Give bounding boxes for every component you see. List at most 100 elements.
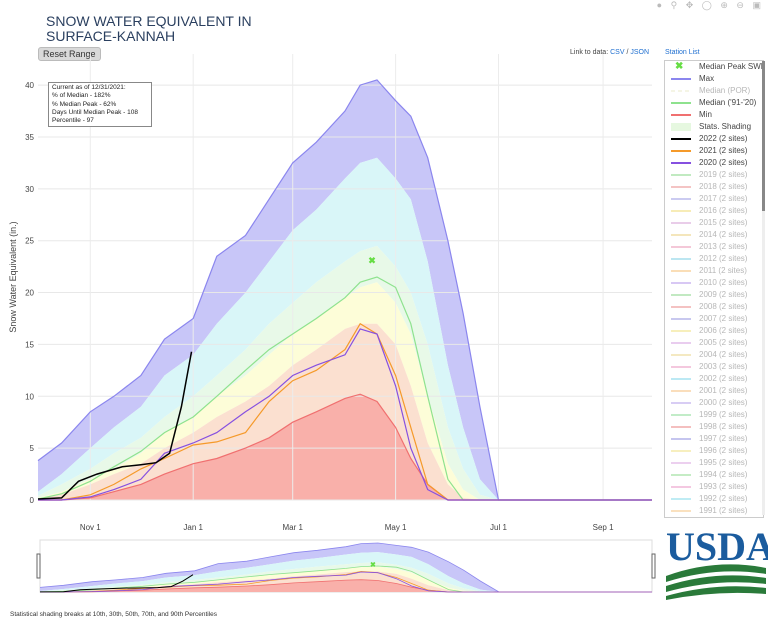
x-tick-label: Jan 1 <box>183 523 203 532</box>
range-band-p50-p30 <box>40 566 652 592</box>
series-line <box>38 328 652 501</box>
legend-item[interactable]: 2012 (2 sites) <box>665 253 763 265</box>
pan-icon[interactable]: ✥ <box>685 0 697 10</box>
legend-item[interactable]: 2007 (2 sites) <box>665 313 763 325</box>
legend-item[interactable]: 2019 (2 sites) <box>665 169 763 181</box>
legend-label: Median Peak SWE <box>699 62 764 71</box>
legend-item[interactable]: 2015 (2 sites) <box>665 217 763 229</box>
legend-item[interactable]: 2022 (2 sites) <box>665 133 763 145</box>
reset-range-button[interactable]: Reset Range <box>38 47 101 61</box>
legend-item[interactable]: Median ('91-'20) <box>665 97 763 109</box>
legend-scrollbar[interactable] <box>762 61 765 515</box>
range-band-p10-min <box>40 579 652 592</box>
autoscale-icon[interactable]: ▣ <box>752 0 764 10</box>
info-line: Current as of 12/31/2021: <box>52 84 126 91</box>
legend-item[interactable]: 2021 (2 sites) <box>665 145 763 157</box>
legend-item[interactable]: 2010 (2 sites) <box>665 277 763 289</box>
legend-label: 2013 (2 sites) <box>699 242 748 251</box>
legend-label: 2020 (2 sites) <box>699 158 748 167</box>
legend-item[interactable]: 2013 (2 sites) <box>665 241 763 253</box>
zoom-out-icon[interactable]: ⊖ <box>736 0 747 10</box>
legend-swatch <box>671 414 691 416</box>
x-tick-label: May 1 <box>385 523 407 532</box>
legend-item[interactable]: Min <box>665 109 763 121</box>
legend-label: Median ('91-'20) <box>699 98 757 107</box>
legend-swatch <box>671 450 691 452</box>
legend-item[interactable]: 2003 (2 sites) <box>665 361 763 373</box>
legend-item[interactable]: 1999 (2 sites) <box>665 409 763 421</box>
legend-swatch <box>671 486 691 488</box>
json-link[interactable]: JSON <box>630 49 650 56</box>
legend-swatch <box>671 174 691 176</box>
legend-swatch <box>671 498 691 500</box>
title-line-1: SNOW WATER EQUIVALENT IN <box>46 13 252 29</box>
link-prefix: Link to data: <box>570 49 609 56</box>
y-tick-label: 25 <box>25 237 34 246</box>
legend-label: 2018 (2 sites) <box>699 182 748 191</box>
legend-item[interactable]: 2004 (2 sites) <box>665 349 763 361</box>
legend-item[interactable]: 2017 (2 sites) <box>665 193 763 205</box>
legend-item[interactable]: 1996 (2 sites) <box>665 445 763 457</box>
select-icon[interactable]: ◯ <box>701 0 715 10</box>
legend-item[interactable]: 2009 (2 sites) <box>665 289 763 301</box>
legend-item[interactable]: 2020 (2 sites) <box>665 157 763 169</box>
chart-title: SNOW WATER EQUIVALENT IN SURFACE-KANNAH <box>46 14 252 44</box>
legend-swatch <box>671 330 691 332</box>
band-p90-p70 <box>38 157 652 500</box>
legend-item[interactable]: 2005 (2 sites) <box>665 337 763 349</box>
legend-item[interactable]: 1998 (2 sites) <box>665 421 763 433</box>
legend-item[interactable]: 2002 (2 sites) <box>665 373 763 385</box>
band-p10-min <box>38 394 652 500</box>
station-list-link[interactable]: Station List <box>665 49 700 56</box>
zoom-icon[interactable]: ⚲ <box>670 0 681 10</box>
y-tick-label: 0 <box>30 496 35 505</box>
legend-label: Max <box>699 74 715 83</box>
legend-label: 2019 (2 sites) <box>699 170 748 179</box>
legend-item[interactable]: 2011 (2 sites) <box>665 265 763 277</box>
legend-item[interactable]: 2000 (2 sites) <box>665 397 763 409</box>
legend-item[interactable]: 2006 (2 sites) <box>665 325 763 337</box>
legend-label: 1995 (2 sites) <box>699 458 748 467</box>
range-band-p90-p70 <box>40 552 652 592</box>
legend-label: 1998 (2 sites) <box>699 422 748 431</box>
legend-label: 1993 (2 sites) <box>699 482 748 491</box>
legend-item[interactable]: 1993 (2 sites) <box>665 481 763 493</box>
legend-item[interactable]: Stats. Shading <box>665 121 763 133</box>
legend-label: Stats. Shading <box>699 122 752 131</box>
legend-label: 1996 (2 sites) <box>699 446 748 455</box>
legend-label: 1997 (2 sites) <box>699 434 748 443</box>
legend-item[interactable]: Median (POR) <box>665 85 763 97</box>
legend-item[interactable]: 2018 (2 sites) <box>665 181 763 193</box>
info-line: Days Until Median Peak - 108 <box>52 108 138 116</box>
y-tick-label: 10 <box>25 392 34 401</box>
percentile-shading <box>38 79 652 501</box>
legend-label: 2015 (2 sites) <box>699 218 748 227</box>
legend-item[interactable]: 2016 (2 sites) <box>665 205 763 217</box>
zoom-in-icon[interactable]: ⊕ <box>720 0 731 10</box>
y-tick-label: 5 <box>30 444 35 453</box>
legend-item[interactable]: 1994 (2 sites) <box>665 469 763 481</box>
legend-swatch <box>671 318 691 320</box>
legend-item[interactable]: 1995 (2 sites) <box>665 457 763 469</box>
legend-label: 2010 (2 sites) <box>699 278 748 287</box>
legend-item[interactable]: 2014 (2 sites) <box>665 229 763 241</box>
legend-label: 2002 (2 sites) <box>699 374 748 383</box>
legend-label: 2021 (2 sites) <box>699 146 748 155</box>
legend-swatch <box>671 258 691 260</box>
link-separator: / <box>626 49 629 56</box>
legend-item[interactable]: 2008 (2 sites) <box>665 301 763 313</box>
csv-link[interactable]: CSV <box>610 49 625 56</box>
legend-item[interactable]: 1991 (2 sites) <box>665 505 763 517</box>
legend-item[interactable]: Max <box>665 73 763 85</box>
median-peak-marker: ✖ <box>368 255 376 265</box>
y-tick-label: 40 <box>25 81 34 90</box>
legend-swatch <box>671 354 691 356</box>
legend-item[interactable]: 1992 (2 sites) <box>665 493 763 505</box>
scrollbar-thumb[interactable] <box>762 61 765 211</box>
camera-icon[interactable]: ● <box>656 0 666 10</box>
legend-item[interactable]: 1997 (2 sites) <box>665 433 763 445</box>
range-series-line <box>40 579 652 593</box>
legend-item[interactable]: ✖ Median Peak SWE <box>665 61 763 73</box>
legend-item[interactable]: 2001 (2 sites) <box>665 385 763 397</box>
legend-swatch <box>671 366 691 368</box>
